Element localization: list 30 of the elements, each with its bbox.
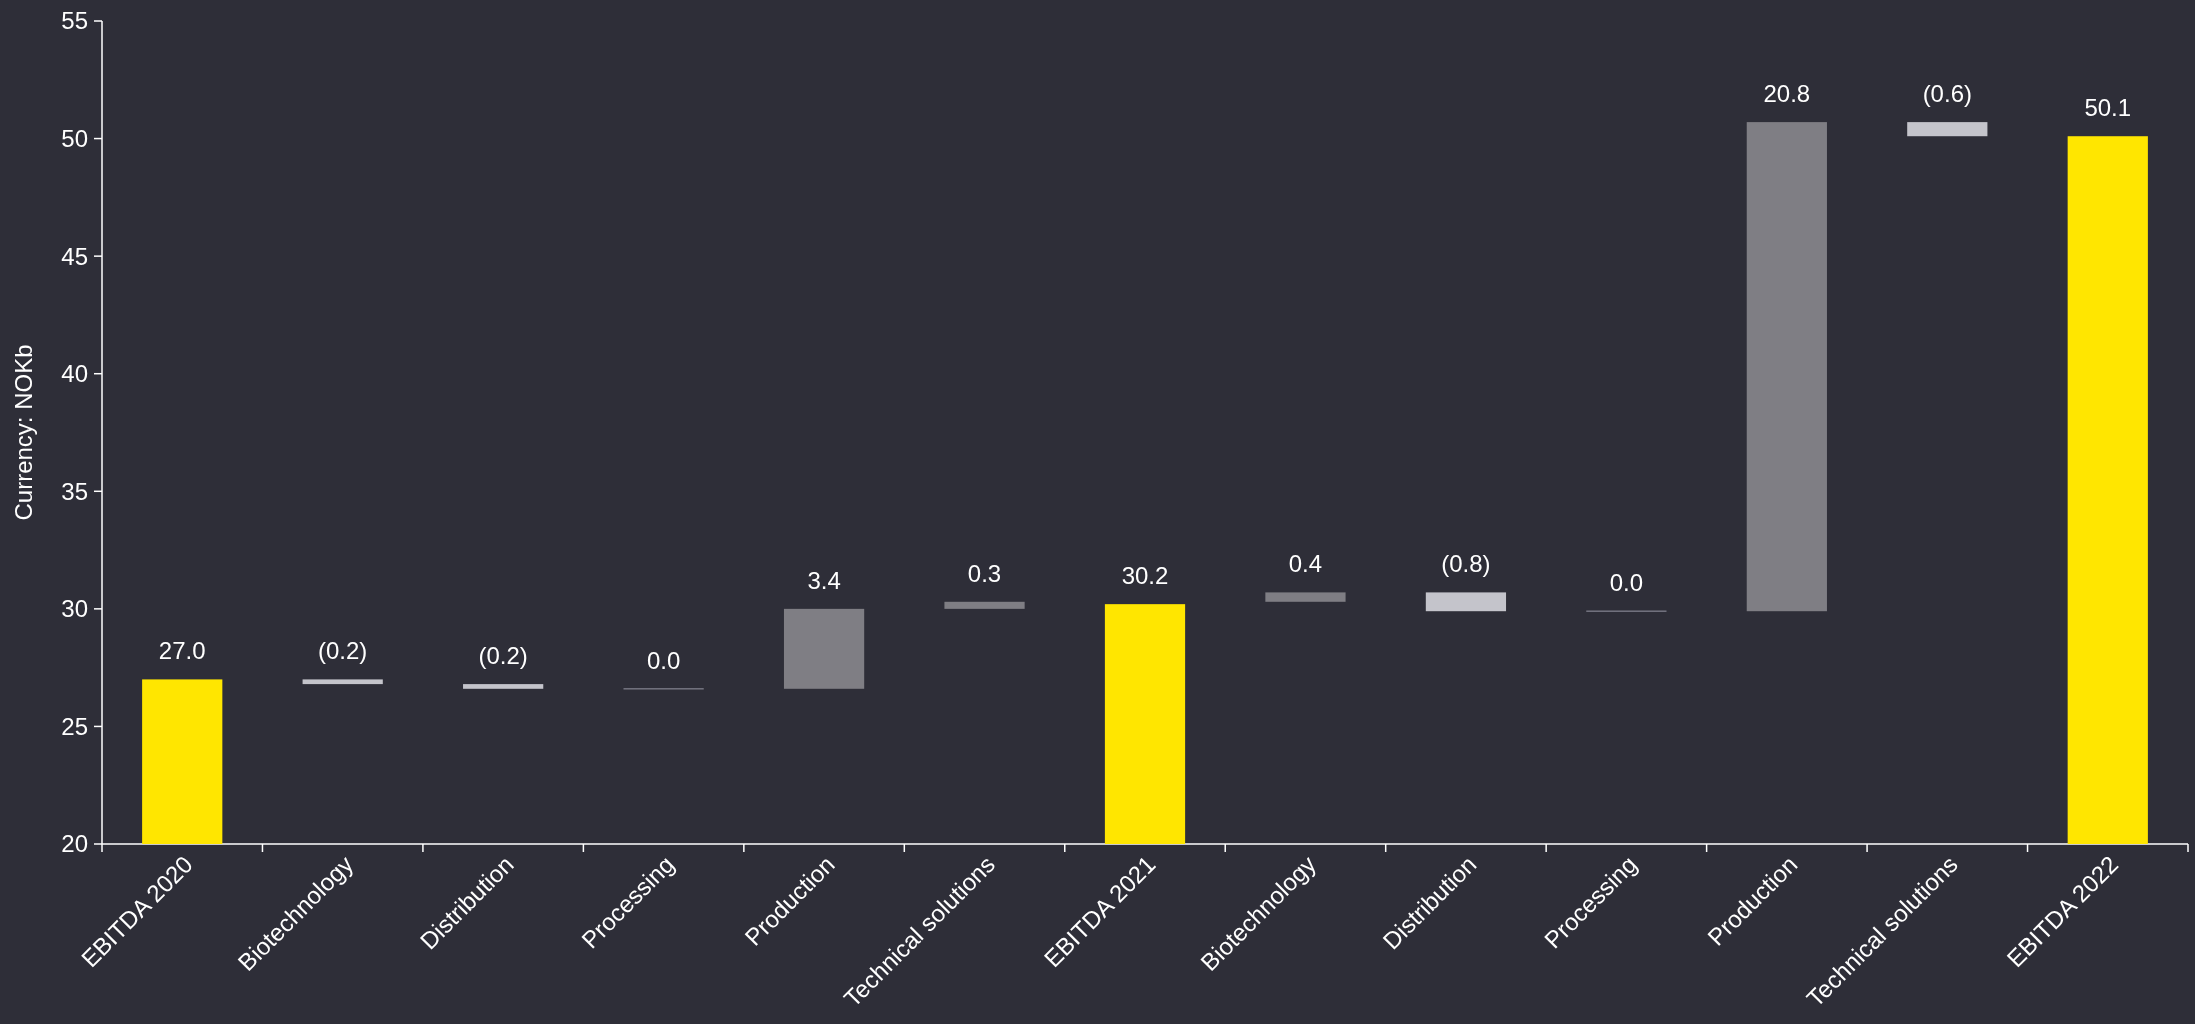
data-label: 27.0 <box>158 637 206 665</box>
data-label: 30.2 <box>1121 562 1169 590</box>
data-label: 3.4 <box>807 566 841 594</box>
data-label: 0.3 <box>967 559 1002 587</box>
bar <box>1425 592 1507 612</box>
bar <box>463 684 544 689</box>
data-label: 20.8 <box>1763 80 1811 108</box>
y-tick-label: 55 <box>61 7 88 35</box>
y-tick-label: 45 <box>61 242 88 270</box>
bar <box>1907 122 1988 137</box>
bar <box>1265 592 1346 602</box>
data-label: 0.0 <box>646 646 681 674</box>
bar <box>302 679 383 685</box>
y-tick-label: 25 <box>61 712 88 740</box>
data-label: (0.8) <box>1441 550 1491 578</box>
data-label: (0.2) <box>318 637 368 665</box>
bar <box>783 608 865 689</box>
data-label: 0.0 <box>1609 569 1644 597</box>
y-axis-title: Currency: NOKb <box>10 344 37 521</box>
data-label: 50.1 <box>2084 94 2132 122</box>
data-label: (0.6) <box>1922 80 1972 108</box>
y-tick-label: 35 <box>61 477 88 505</box>
y-tick-label: 20 <box>61 830 88 858</box>
y-tick-label: 30 <box>61 595 88 623</box>
data-label: 0.4 <box>1288 550 1323 578</box>
data-label: (0.2) <box>478 642 528 670</box>
y-tick-label: 40 <box>61 360 88 388</box>
bar <box>944 601 1025 609</box>
y-tick-label: 50 <box>61 124 88 152</box>
bar <box>1746 122 1827 612</box>
